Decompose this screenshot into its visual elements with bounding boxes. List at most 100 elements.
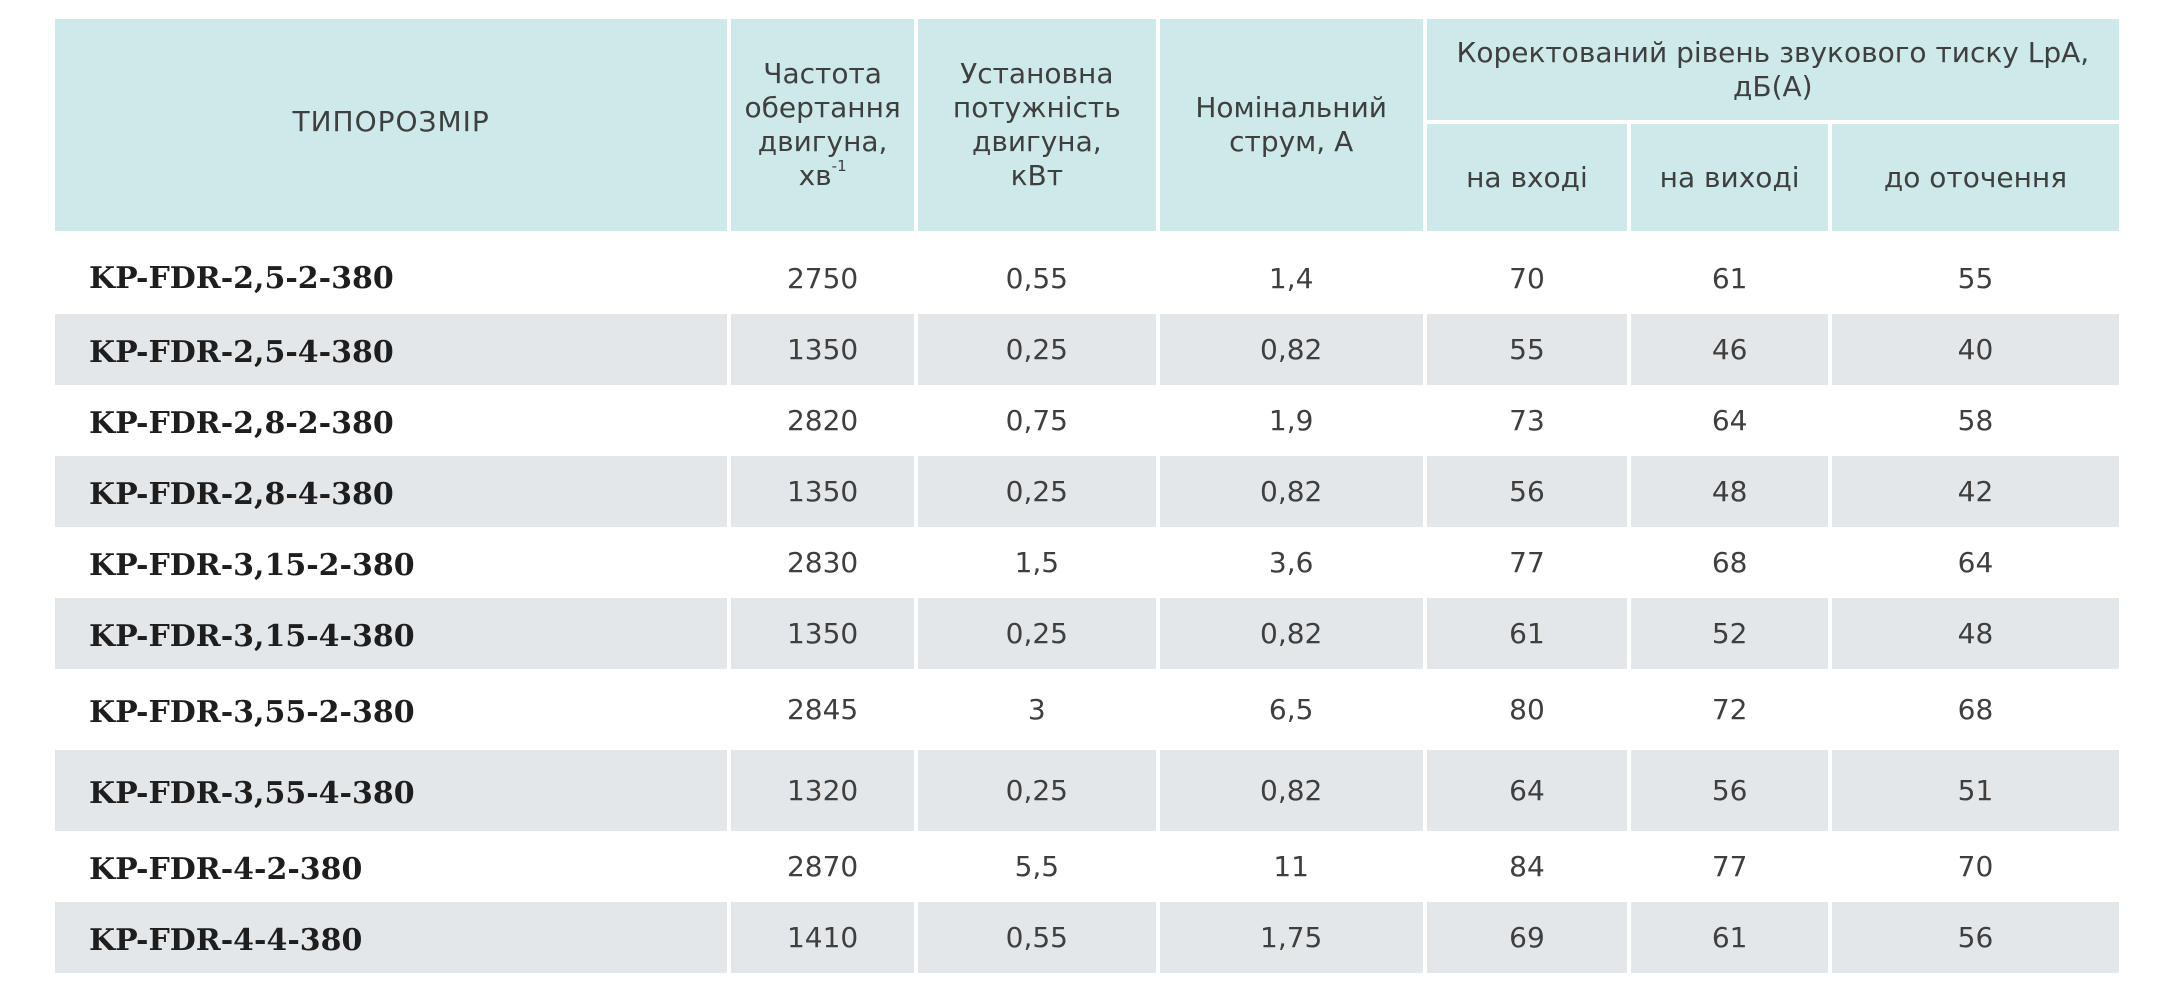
cell-ambient: 58 — [1831, 385, 2119, 456]
cell-current: 3,6 — [1159, 527, 1423, 598]
cell-ambient: 68 — [1831, 669, 2119, 750]
cell-inlet: 70 — [1426, 237, 1628, 314]
cell-power: 0,25 — [917, 598, 1156, 669]
cell-current: 1,4 — [1159, 237, 1423, 314]
header-speed-line1: Частота — [763, 57, 882, 90]
header-power-line3: двигуна, — [971, 125, 1102, 158]
cell-outlet: 61 — [1631, 237, 1828, 314]
cell-outlet: 68 — [1631, 527, 1828, 598]
cell-ambient: 42 — [1831, 456, 2119, 527]
cell-current: 11 — [1159, 831, 1423, 902]
cell-current: 1,75 — [1159, 902, 1423, 973]
cell-outlet: 72 — [1631, 669, 1828, 750]
cell-model: KP-FDR-3,15-4-380 — [55, 598, 728, 669]
table-row: KP-FDR-3,15-4-380 1350 0,25 0,82 61 52 48 — [55, 598, 2119, 669]
cell-inlet: 73 — [1426, 385, 1628, 456]
cell-power: 0,25 — [917, 750, 1156, 831]
cell-current: 6,5 — [1159, 669, 1423, 750]
table-header: ТИПОРОЗМІР Частота обертання двигуна, хв… — [55, 19, 2119, 237]
cell-model: KP-FDR-4-2-380 — [55, 831, 728, 902]
cell-ambient: 70 — [1831, 831, 2119, 902]
cell-ambient: 64 — [1831, 527, 2119, 598]
cell-model: KP-FDR-2,5-2-380 — [55, 237, 728, 314]
header-power-line1: Установна — [960, 57, 1114, 90]
cell-power: 0,55 — [917, 902, 1156, 973]
header-power: Установна потужність двигуна, кВт — [917, 19, 1156, 237]
header-current: Номінальний струм, А — [1159, 19, 1423, 237]
cell-current: 0,82 — [1159, 750, 1423, 831]
cell-outlet: 46 — [1631, 314, 1828, 385]
cell-ambient: 51 — [1831, 750, 2119, 831]
cell-outlet: 52 — [1631, 598, 1828, 669]
cell-power: 1,5 — [917, 527, 1156, 598]
cell-current: 0,82 — [1159, 598, 1423, 669]
header-speed-line2: обертання — [744, 91, 901, 124]
cell-power: 5,5 — [917, 831, 1156, 902]
cell-speed: 1410 — [731, 902, 914, 973]
cell-speed: 2870 — [731, 831, 914, 902]
header-power-line2: потужність — [952, 91, 1121, 124]
header-outlet: на виході — [1631, 124, 1828, 237]
cell-power: 0,55 — [917, 237, 1156, 314]
table-row: KP-FDR-3,15-2-380 2830 1,5 3,6 77 68 64 — [55, 527, 2119, 598]
cell-inlet: 55 — [1426, 314, 1628, 385]
cell-inlet: 84 — [1426, 831, 1628, 902]
cell-inlet: 69 — [1426, 902, 1628, 973]
header-speed-line3: двигуна, — [757, 125, 888, 158]
cell-speed: 2845 — [731, 669, 914, 750]
cell-speed: 2830 — [731, 527, 914, 598]
cell-outlet: 48 — [1631, 456, 1828, 527]
table-row: KP-FDR-2,8-4-380 1350 0,25 0,82 56 48 42 — [55, 456, 2119, 527]
header-speed-unit: хв — [798, 159, 832, 192]
header-ambient: до оточення — [1831, 124, 2119, 237]
cell-model: KP-FDR-3,55-2-380 — [55, 669, 728, 750]
cell-ambient: 56 — [1831, 902, 2119, 973]
cell-model: KP-FDR-3,15-2-380 — [55, 527, 728, 598]
cell-inlet: 61 — [1426, 598, 1628, 669]
cell-power: 3 — [917, 669, 1156, 750]
cell-outlet: 56 — [1631, 750, 1828, 831]
cell-model: KP-FDR-3,55-4-380 — [55, 750, 728, 831]
header-current-line2: струм, А — [1229, 125, 1354, 158]
cell-outlet: 77 — [1631, 831, 1828, 902]
table-row: KP-FDR-2,5-4-380 1350 0,25 0,82 55 46 40 — [55, 314, 2119, 385]
table-row: KP-FDR-2,8-2-380 2820 0,75 1,9 73 64 58 — [55, 385, 2119, 456]
cell-power: 0,25 — [917, 456, 1156, 527]
cell-model: KP-FDR-4-4-380 — [55, 902, 728, 973]
cell-current: 0,82 — [1159, 456, 1423, 527]
cell-inlet: 64 — [1426, 750, 1628, 831]
header-speed-sup: -1 — [831, 156, 847, 175]
cell-speed: 1350 — [731, 314, 914, 385]
header-power-line4: кВт — [1010, 159, 1064, 192]
cell-inlet: 80 — [1426, 669, 1628, 750]
cell-outlet: 64 — [1631, 385, 1828, 456]
table-row: KP-FDR-4-4-380 1410 0,55 1,75 69 61 56 — [55, 902, 2119, 973]
cell-inlet: 56 — [1426, 456, 1628, 527]
cell-power: 0,75 — [917, 385, 1156, 456]
cell-ambient: 48 — [1831, 598, 2119, 669]
cell-inlet: 77 — [1426, 527, 1628, 598]
specifications-table: ТИПОРОЗМІР Частота обертання двигуна, хв… — [51, 19, 2123, 973]
header-current-line1: Номінальний — [1195, 91, 1387, 124]
cell-ambient: 55 — [1831, 237, 2119, 314]
cell-model: KP-FDR-2,5-4-380 — [55, 314, 728, 385]
table-row: KP-FDR-3,55-4-380 1320 0,25 0,82 64 56 51 — [55, 750, 2119, 831]
header-inlet: на вході — [1426, 124, 1628, 237]
cell-speed: 1350 — [731, 456, 914, 527]
header-speed: Частота обертання двигуна, хв-1 — [731, 19, 914, 237]
cell-speed: 1350 — [731, 598, 914, 669]
table-body: KP-FDR-2,5-2-380 2750 0,55 1,4 70 61 55 KP-FDR-… — [55, 237, 2119, 973]
table-row: KP-FDR-2,5-2-380 2750 0,55 1,4 70 61 55 — [55, 237, 2119, 314]
header-sound-pressure: Коректований рівень звукового тиску LpA,… — [1426, 19, 2119, 124]
header-sound-line1: Коректований рівень звукового тиску LpA, — [1456, 35, 2090, 69]
cell-model: KP-FDR-2,8-2-380 — [55, 385, 728, 456]
cell-speed: 2750 — [731, 237, 914, 314]
cell-outlet: 61 — [1631, 902, 1828, 973]
cell-current: 1,9 — [1159, 385, 1423, 456]
cell-speed: 1320 — [731, 750, 914, 831]
cell-current: 0,82 — [1159, 314, 1423, 385]
cell-model: KP-FDR-2,8-4-380 — [55, 456, 728, 527]
table-row: KP-FDR-4-2-380 2870 5,5 11 84 77 70 — [55, 831, 2119, 902]
header-sound-line2: дБ(А) — [1733, 69, 1813, 103]
table-row: KP-FDR-3,55-2-380 2845 3 6,5 80 72 68 — [55, 669, 2119, 750]
